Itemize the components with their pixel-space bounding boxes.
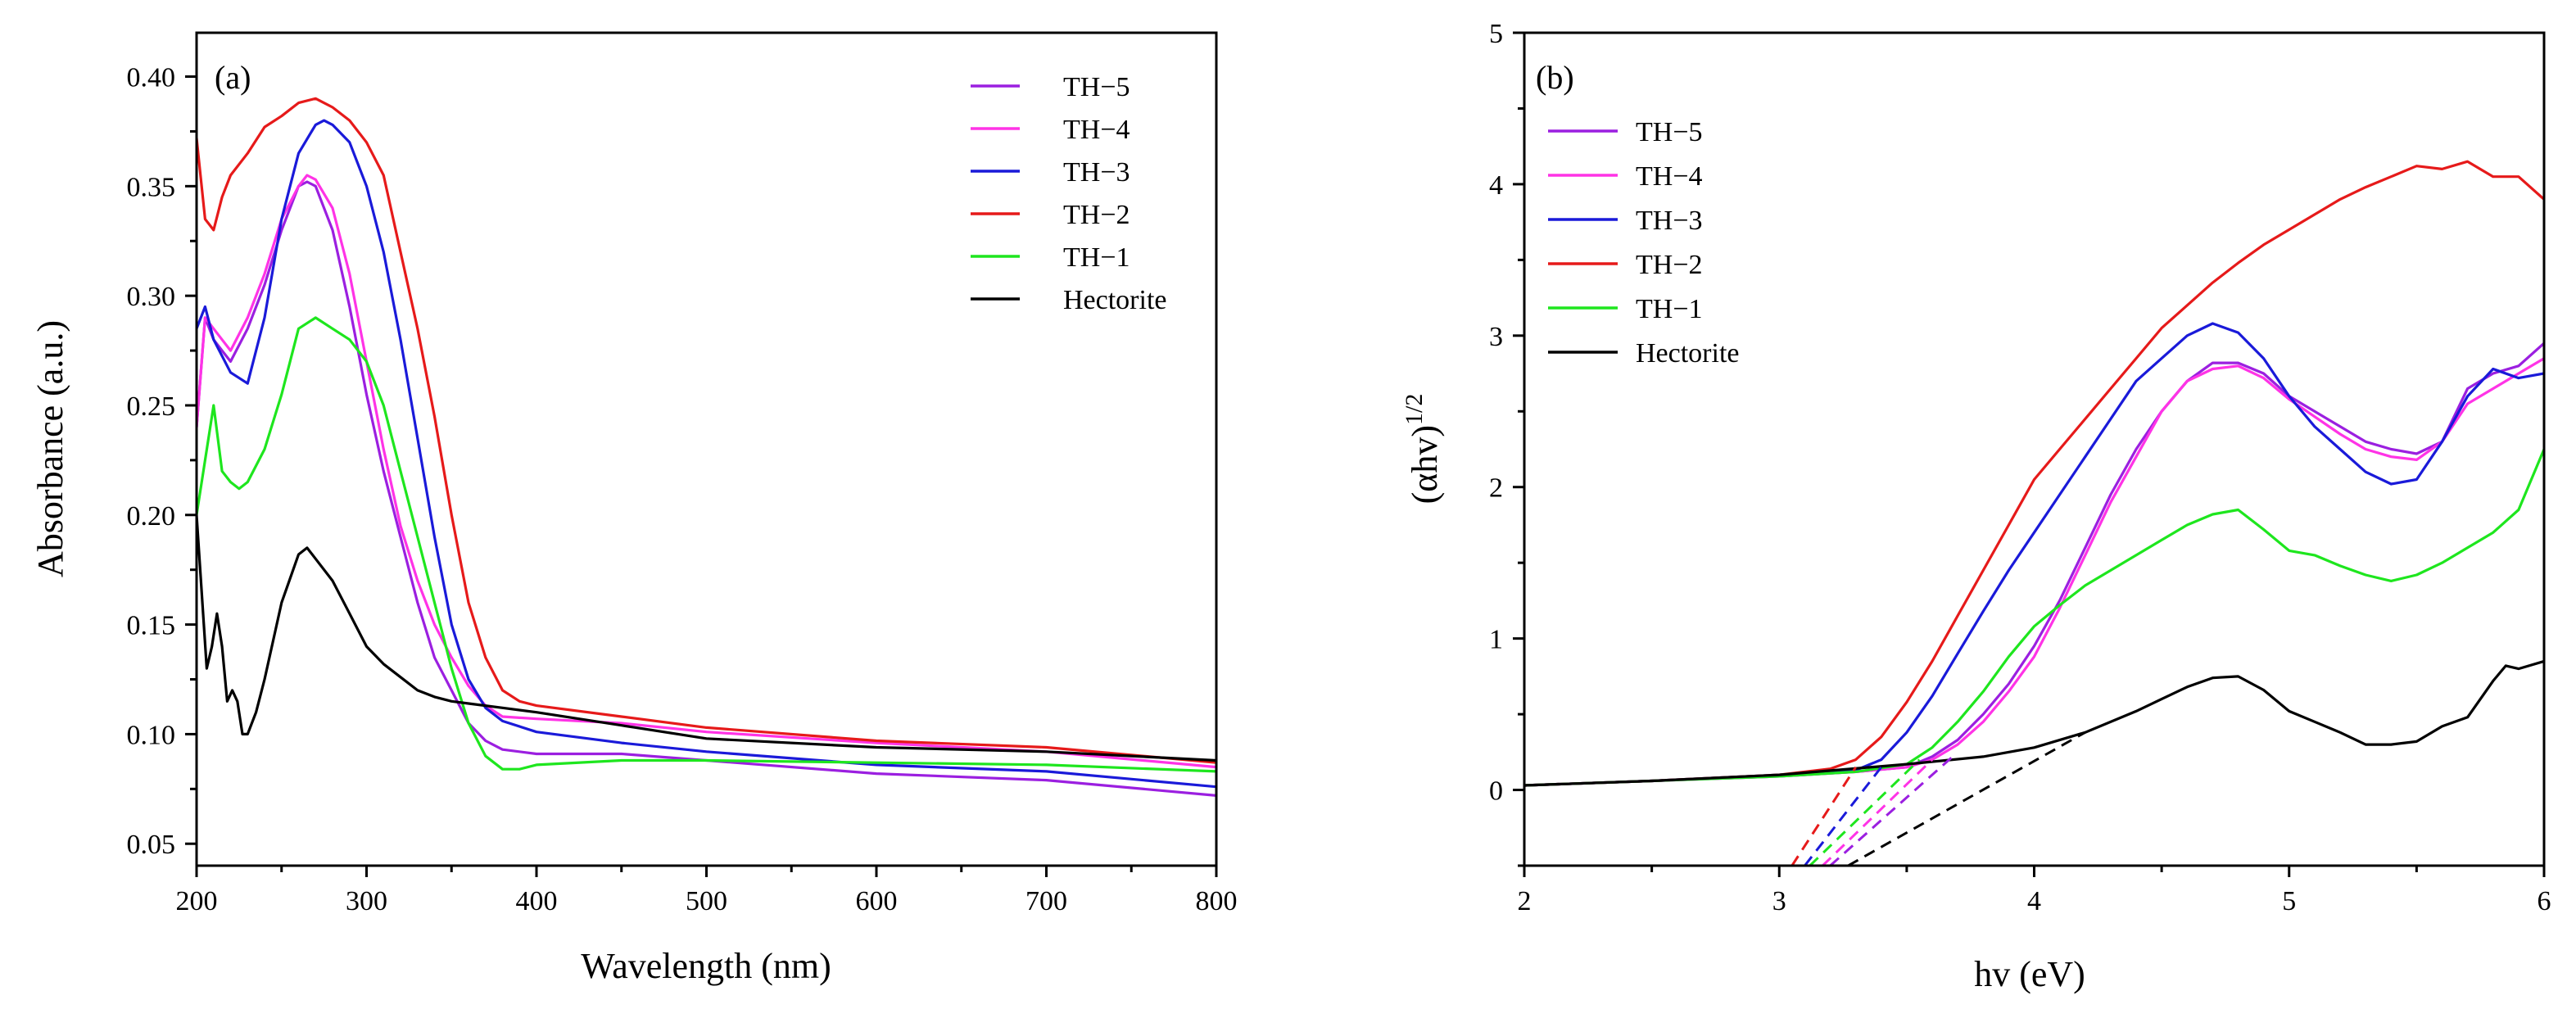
panel-b-tangent-th-1 <box>1809 758 1921 866</box>
panel-a-x-axis-label: Wavelength (nm) <box>581 946 831 986</box>
panel-a-series <box>197 97 1216 797</box>
panel-b-series-th-1 <box>1524 448 2544 787</box>
panel-a-y-tick-label: 0.25 <box>127 391 176 422</box>
panel-a-series-hectorite <box>197 514 1216 762</box>
panel-b-legend-label-th-5: TH−5 <box>1636 117 1703 147</box>
panel-b-series-th-2 <box>1524 160 2544 787</box>
panel-a-y-tick-label: 0.40 <box>127 63 176 93</box>
panel-a-label: (a) <box>215 59 251 96</box>
panel-b-x-tick-label: 6 <box>2538 886 2551 916</box>
panel-a-legend-label-th-2: TH−2 <box>1063 200 1130 230</box>
panel-a-series-th-3 <box>197 119 1216 789</box>
panel-a-y-tick-label: 0.15 <box>127 611 176 641</box>
panel-b-series <box>1524 160 2544 787</box>
panel-b-y-axis-label-superscript: 1/2 <box>1401 394 1428 425</box>
panel-b-x-tick-label: 3 <box>1772 886 1786 916</box>
panel-a-y-ticks: 0.05 0.10 0.15 0.20 0.25 0.30 0.35 0.40 <box>127 63 197 860</box>
panel-a-series-th-5 <box>197 180 1216 797</box>
panel-b-legend: TH−5 TH−4 TH−3 TH−2 TH−1 Hectorite <box>1548 117 1740 369</box>
panel-a-x-tick-label: 500 <box>686 886 727 916</box>
panel-a-y-tick-label: 0.20 <box>127 501 176 532</box>
panel-b-y-tick-label: 3 <box>1489 322 1503 352</box>
panel-b-x-tick-label: 2 <box>1518 886 1532 916</box>
panel-a-y-tick-label: 0.30 <box>127 282 176 312</box>
panel-b-y-ticks: 0 1 2 3 4 5 <box>1489 19 1524 867</box>
panel-a-x-tick-label: 700 <box>1025 886 1067 916</box>
panel-a-legend-label-th-1: TH−1 <box>1063 242 1130 273</box>
panel-a-x-tick-label: 600 <box>856 886 898 916</box>
panel-b-y-tick-label: 4 <box>1489 170 1503 201</box>
panel-b-series-hectorite <box>1524 659 2544 787</box>
panel-b-legend-label-th-3: TH−3 <box>1636 206 1703 236</box>
panel-a-y-tick-label: 0.05 <box>127 830 176 860</box>
panel-b-tangent-lines <box>1791 731 2086 866</box>
panel-b-series-th-5 <box>1524 342 2544 787</box>
panel-b-tangent-th-5 <box>1829 755 1954 866</box>
panel-a-x-tick-label: 400 <box>516 886 558 916</box>
panel-b-tangent-th-3 <box>1804 766 1882 866</box>
panel-a-y-tick-label: 0.35 <box>127 172 176 202</box>
panel-b-tangent-th-4 <box>1822 758 1934 866</box>
panel-b-x-tick-label: 4 <box>2027 886 2041 916</box>
panel-b-x-ticks: 2 3 4 5 6 <box>1518 866 2551 916</box>
panel-a: 200 300 400 500 600 700 800 0.050.100.150.200.… <box>30 31 1238 986</box>
panel-a-legend-label-th-4: TH−4 <box>1063 115 1130 145</box>
panel-b-y-tick-label: 2 <box>1489 473 1503 504</box>
panel-a-x-ticks: 200 300 400 500 600 700 800 <box>176 866 1238 916</box>
panel-a-x-tick-label: 300 <box>346 886 387 916</box>
panel-a-legend-label-th-3: TH−3 <box>1063 157 1130 188</box>
panel-b-label: (b) <box>1536 59 1574 96</box>
panel-b-y-tick-label: 1 <box>1489 625 1503 655</box>
panel-b-y-tick-label: 0 <box>1489 776 1503 807</box>
panel-a-y-tick-label: 0.10 <box>127 720 176 750</box>
panel-b-legend-label-hectorite: Hectorite <box>1636 338 1740 369</box>
panel-a-y-axis-label: Absorbance (a.u.) <box>30 320 70 577</box>
panel-b-y-axis-label-base: (αhv) <box>1405 425 1445 504</box>
panel-a-legend: TH−5 TH−4 TH−3 TH−2 TH−1 Hectorite <box>971 72 1167 315</box>
panel-b-legend-label-th-1: TH−1 <box>1636 294 1703 324</box>
panel-b-tangent-th-2 <box>1791 766 1857 866</box>
panel-b-series-th-4 <box>1524 357 2544 787</box>
panel-a-legend-label-hectorite: Hectorite <box>1063 285 1167 315</box>
panel-b-tangent-hectorite <box>1847 731 2086 866</box>
panel-b-x-tick-label: 5 <box>2282 886 2296 916</box>
panel-b-y-axis-label: (αhv)1/2 <box>1401 394 1445 504</box>
panel-b-series-th-3 <box>1524 322 2544 787</box>
panel-a-series-th-4 <box>197 174 1216 769</box>
panel-b-legend-label-th-2: TH−2 <box>1636 250 1703 280</box>
panel-a-x-tick-label: 800 <box>1196 886 1238 916</box>
panel-a-legend-label-th-5: TH−5 <box>1063 72 1130 102</box>
panel-b-x-axis-label: hv (eV) <box>1974 954 2085 994</box>
panel-a-series-th-1 <box>197 316 1216 773</box>
panel-a-x-tick-label: 200 <box>176 886 218 916</box>
panel-b-y-tick-label: 5 <box>1489 19 1503 49</box>
panel-a-series-th-2 <box>197 97 1216 764</box>
panel-b-legend-label-th-4: TH−4 <box>1636 161 1703 192</box>
